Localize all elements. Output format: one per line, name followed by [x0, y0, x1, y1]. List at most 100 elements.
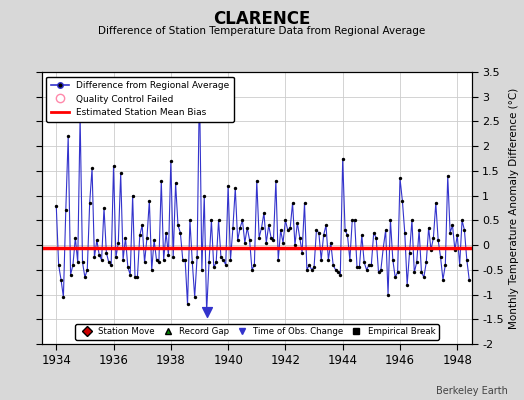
- Point: [369, 230, 378, 236]
- Point: [52, 202, 60, 209]
- Point: [181, 257, 189, 263]
- Point: [391, 274, 399, 280]
- Point: [384, 291, 392, 298]
- Point: [412, 259, 421, 266]
- Point: [274, 257, 282, 263]
- Point: [95, 252, 103, 258]
- Point: [422, 259, 430, 266]
- Point: [458, 217, 466, 224]
- Point: [110, 163, 118, 169]
- Point: [436, 254, 445, 261]
- Point: [85, 200, 94, 206]
- Y-axis label: Monthly Temperature Anomaly Difference (°C): Monthly Temperature Anomaly Difference (…: [509, 87, 519, 329]
- Point: [112, 254, 120, 261]
- Point: [116, 170, 125, 176]
- Point: [73, 259, 82, 266]
- Point: [174, 222, 182, 228]
- Point: [320, 232, 328, 238]
- Point: [432, 200, 440, 206]
- Point: [420, 274, 428, 280]
- Point: [76, 113, 84, 120]
- Point: [200, 192, 209, 199]
- Point: [360, 259, 368, 266]
- Point: [283, 227, 292, 234]
- Point: [185, 217, 194, 224]
- Point: [291, 242, 299, 248]
- Point: [427, 247, 435, 253]
- Point: [195, 79, 204, 85]
- Point: [69, 262, 77, 268]
- Point: [271, 178, 280, 184]
- Point: [164, 252, 172, 258]
- Point: [314, 230, 323, 236]
- Point: [205, 259, 213, 266]
- Point: [424, 224, 433, 231]
- Point: [231, 185, 239, 192]
- Text: CLARENCE: CLARENCE: [213, 10, 311, 28]
- Point: [441, 262, 450, 268]
- Point: [348, 217, 356, 224]
- Point: [417, 269, 425, 276]
- Point: [241, 240, 249, 246]
- Point: [217, 254, 225, 261]
- Point: [355, 264, 364, 270]
- Point: [343, 232, 352, 238]
- Point: [303, 267, 311, 273]
- Point: [277, 227, 285, 234]
- Point: [451, 247, 459, 253]
- Point: [460, 227, 468, 234]
- Point: [288, 200, 297, 206]
- Point: [381, 227, 390, 234]
- Point: [377, 267, 385, 273]
- Point: [76, 113, 84, 120]
- Point: [226, 257, 235, 263]
- Point: [406, 249, 414, 256]
- Point: [394, 269, 402, 276]
- Point: [326, 240, 335, 246]
- Point: [363, 267, 371, 273]
- Point: [305, 262, 313, 268]
- Point: [167, 158, 175, 164]
- Point: [248, 267, 256, 273]
- Point: [336, 272, 344, 278]
- Point: [138, 222, 146, 228]
- Point: [446, 230, 454, 236]
- Point: [389, 257, 397, 263]
- Point: [300, 200, 309, 206]
- Point: [396, 175, 404, 182]
- Point: [296, 234, 304, 241]
- Point: [443, 173, 452, 179]
- Point: [191, 294, 199, 300]
- Point: [312, 227, 321, 234]
- Point: [234, 237, 242, 243]
- Point: [329, 262, 337, 268]
- Point: [198, 267, 206, 273]
- Point: [236, 224, 244, 231]
- Point: [126, 272, 135, 278]
- Point: [434, 237, 442, 243]
- Point: [408, 217, 416, 224]
- Point: [463, 257, 471, 263]
- Point: [253, 178, 261, 184]
- Point: [102, 249, 111, 256]
- Point: [71, 234, 80, 241]
- Point: [400, 230, 409, 236]
- Point: [114, 240, 123, 246]
- Point: [88, 165, 96, 172]
- Point: [293, 220, 301, 226]
- Point: [255, 234, 264, 241]
- Point: [155, 259, 163, 266]
- Point: [59, 294, 68, 300]
- Point: [219, 257, 227, 263]
- Point: [162, 230, 170, 236]
- Point: [131, 274, 139, 280]
- Point: [169, 254, 178, 261]
- Point: [386, 217, 395, 224]
- Point: [143, 234, 151, 241]
- Point: [374, 269, 383, 276]
- Point: [128, 192, 137, 199]
- Point: [171, 180, 180, 186]
- Point: [121, 234, 129, 241]
- Point: [152, 257, 161, 263]
- Point: [310, 264, 318, 270]
